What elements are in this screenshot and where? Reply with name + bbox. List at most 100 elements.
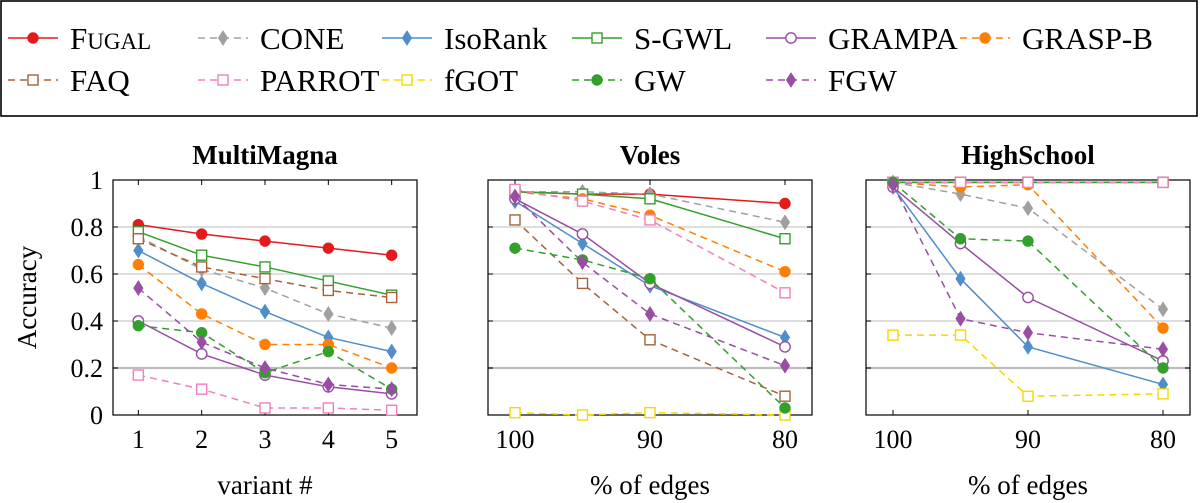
- data-point: [779, 287, 791, 299]
- legend-item-faq: FAQ: [8, 63, 130, 98]
- legend-item-cone: CONE: [198, 21, 344, 56]
- series-line: [892, 184, 1164, 350]
- data-point: [887, 176, 899, 193]
- data-point: [779, 214, 791, 231]
- data-point: [576, 277, 589, 290]
- x-tick-label: 1: [132, 425, 145, 454]
- legend-item-parrot: PARROT: [198, 63, 380, 98]
- legend-swatch-marker: [785, 32, 797, 44]
- legend-swatch-marker: [785, 72, 797, 88]
- data-point: [1022, 176, 1034, 189]
- legend-label: GW: [634, 63, 686, 98]
- data-point: [954, 176, 967, 189]
- data-point: [779, 390, 791, 402]
- data-point: [779, 265, 791, 278]
- series-fgot: [509, 406, 791, 421]
- data-point: [132, 258, 145, 271]
- y-tick-label: 0.2: [71, 354, 104, 383]
- x-tick-label: 2: [195, 425, 208, 454]
- legend-label: S-GWL: [634, 21, 732, 56]
- data-point: [132, 369, 145, 381]
- data-point: [196, 334, 207, 351]
- series-fgw: [509, 188, 791, 374]
- chart-title: HighSchool: [961, 140, 1095, 170]
- data-point: [1022, 338, 1034, 355]
- legend-label: IsoRank: [444, 21, 548, 56]
- data-point: [1157, 341, 1169, 358]
- data-point: [954, 233, 967, 245]
- legend-swatch-marker: [979, 32, 991, 44]
- chart-multimagna: MultiMagna 1 2 3 4 5 0 0.2 0.4 0.6 0.8 1 variant # Ac…: [12, 140, 418, 500]
- x-tick-label: 5: [385, 425, 398, 454]
- data-point: [644, 334, 656, 346]
- chart-highschool: HighSchool 100 90 80 % of edges: [865, 140, 1191, 500]
- data-point: [259, 280, 271, 297]
- legend-item-isorank: IsoRank: [382, 21, 548, 56]
- data-point: [195, 347, 208, 360]
- legend-item-fugal: FUGAL: [8, 21, 151, 56]
- data-point: [385, 249, 398, 261]
- legend-label: GRASP-B: [1022, 21, 1153, 56]
- y-tick-label: 0.8: [71, 213, 104, 242]
- data-point: [1157, 322, 1169, 334]
- data-point: [644, 406, 656, 419]
- legend-label: FUGAL: [70, 21, 151, 56]
- data-point: [779, 357, 791, 374]
- series-line: [514, 198, 786, 348]
- data-point: [955, 270, 966, 287]
- series-gw: [509, 242, 791, 414]
- legend-item-grampa: GRAMPA: [766, 21, 958, 56]
- data-point: [259, 273, 271, 285]
- data-point: [1022, 200, 1034, 217]
- legend-label: fGOT: [444, 63, 518, 98]
- data-point: [259, 303, 271, 320]
- data-point: [779, 340, 791, 353]
- data-point: [509, 242, 521, 254]
- data-point: [644, 306, 656, 322]
- data-point: [644, 193, 656, 205]
- data-point: [195, 228, 208, 240]
- data-point: [1022, 324, 1034, 341]
- y-tick-label: 0: [90, 401, 103, 430]
- x-tick-label: 100: [496, 425, 535, 454]
- data-point: [385, 291, 398, 304]
- series-line: [515, 191, 786, 224]
- legend-swatch-marker: [217, 74, 229, 86]
- data-point: [195, 308, 208, 320]
- data-point: [322, 242, 335, 254]
- data-point: [259, 360, 271, 376]
- data-point: [259, 338, 271, 351]
- series-line: [892, 181, 1164, 369]
- data-point: [386, 343, 397, 360]
- series-line: [892, 186, 1164, 386]
- data-point: [322, 345, 335, 358]
- data-point: [323, 376, 334, 393]
- x-tick-label: 4: [322, 425, 335, 454]
- series-gw: [132, 320, 398, 395]
- y-tick-label: 0.6: [71, 260, 104, 289]
- series-faq: [132, 233, 398, 304]
- legend-label: PARROT: [260, 63, 380, 98]
- chart-title: Voles: [620, 140, 681, 170]
- data-point: [385, 404, 398, 416]
- data-point: [509, 406, 521, 419]
- x-tick-label: 80: [1150, 425, 1176, 454]
- data-point: [386, 320, 397, 336]
- data-point: [1022, 291, 1034, 304]
- series-faq: [509, 214, 791, 402]
- data-point: [259, 402, 271, 414]
- x-tick-label: 90: [1015, 425, 1041, 454]
- legend-swatch-marker: [401, 74, 413, 86]
- data-point: [1157, 301, 1169, 318]
- data-point: [132, 320, 145, 332]
- legend-swatch-marker: [27, 74, 39, 86]
- legend-label: CONE: [260, 21, 344, 56]
- chart-voles: Voles 100 90 80 % of edges: [487, 140, 813, 500]
- data-point: [196, 275, 207, 292]
- legend-item-fgot: fGOT: [382, 63, 518, 98]
- data-point: [133, 280, 144, 297]
- y-axis-label: Accuracy: [12, 245, 42, 349]
- legend-label: FAQ: [70, 63, 130, 98]
- grid: [866, 226, 1190, 370]
